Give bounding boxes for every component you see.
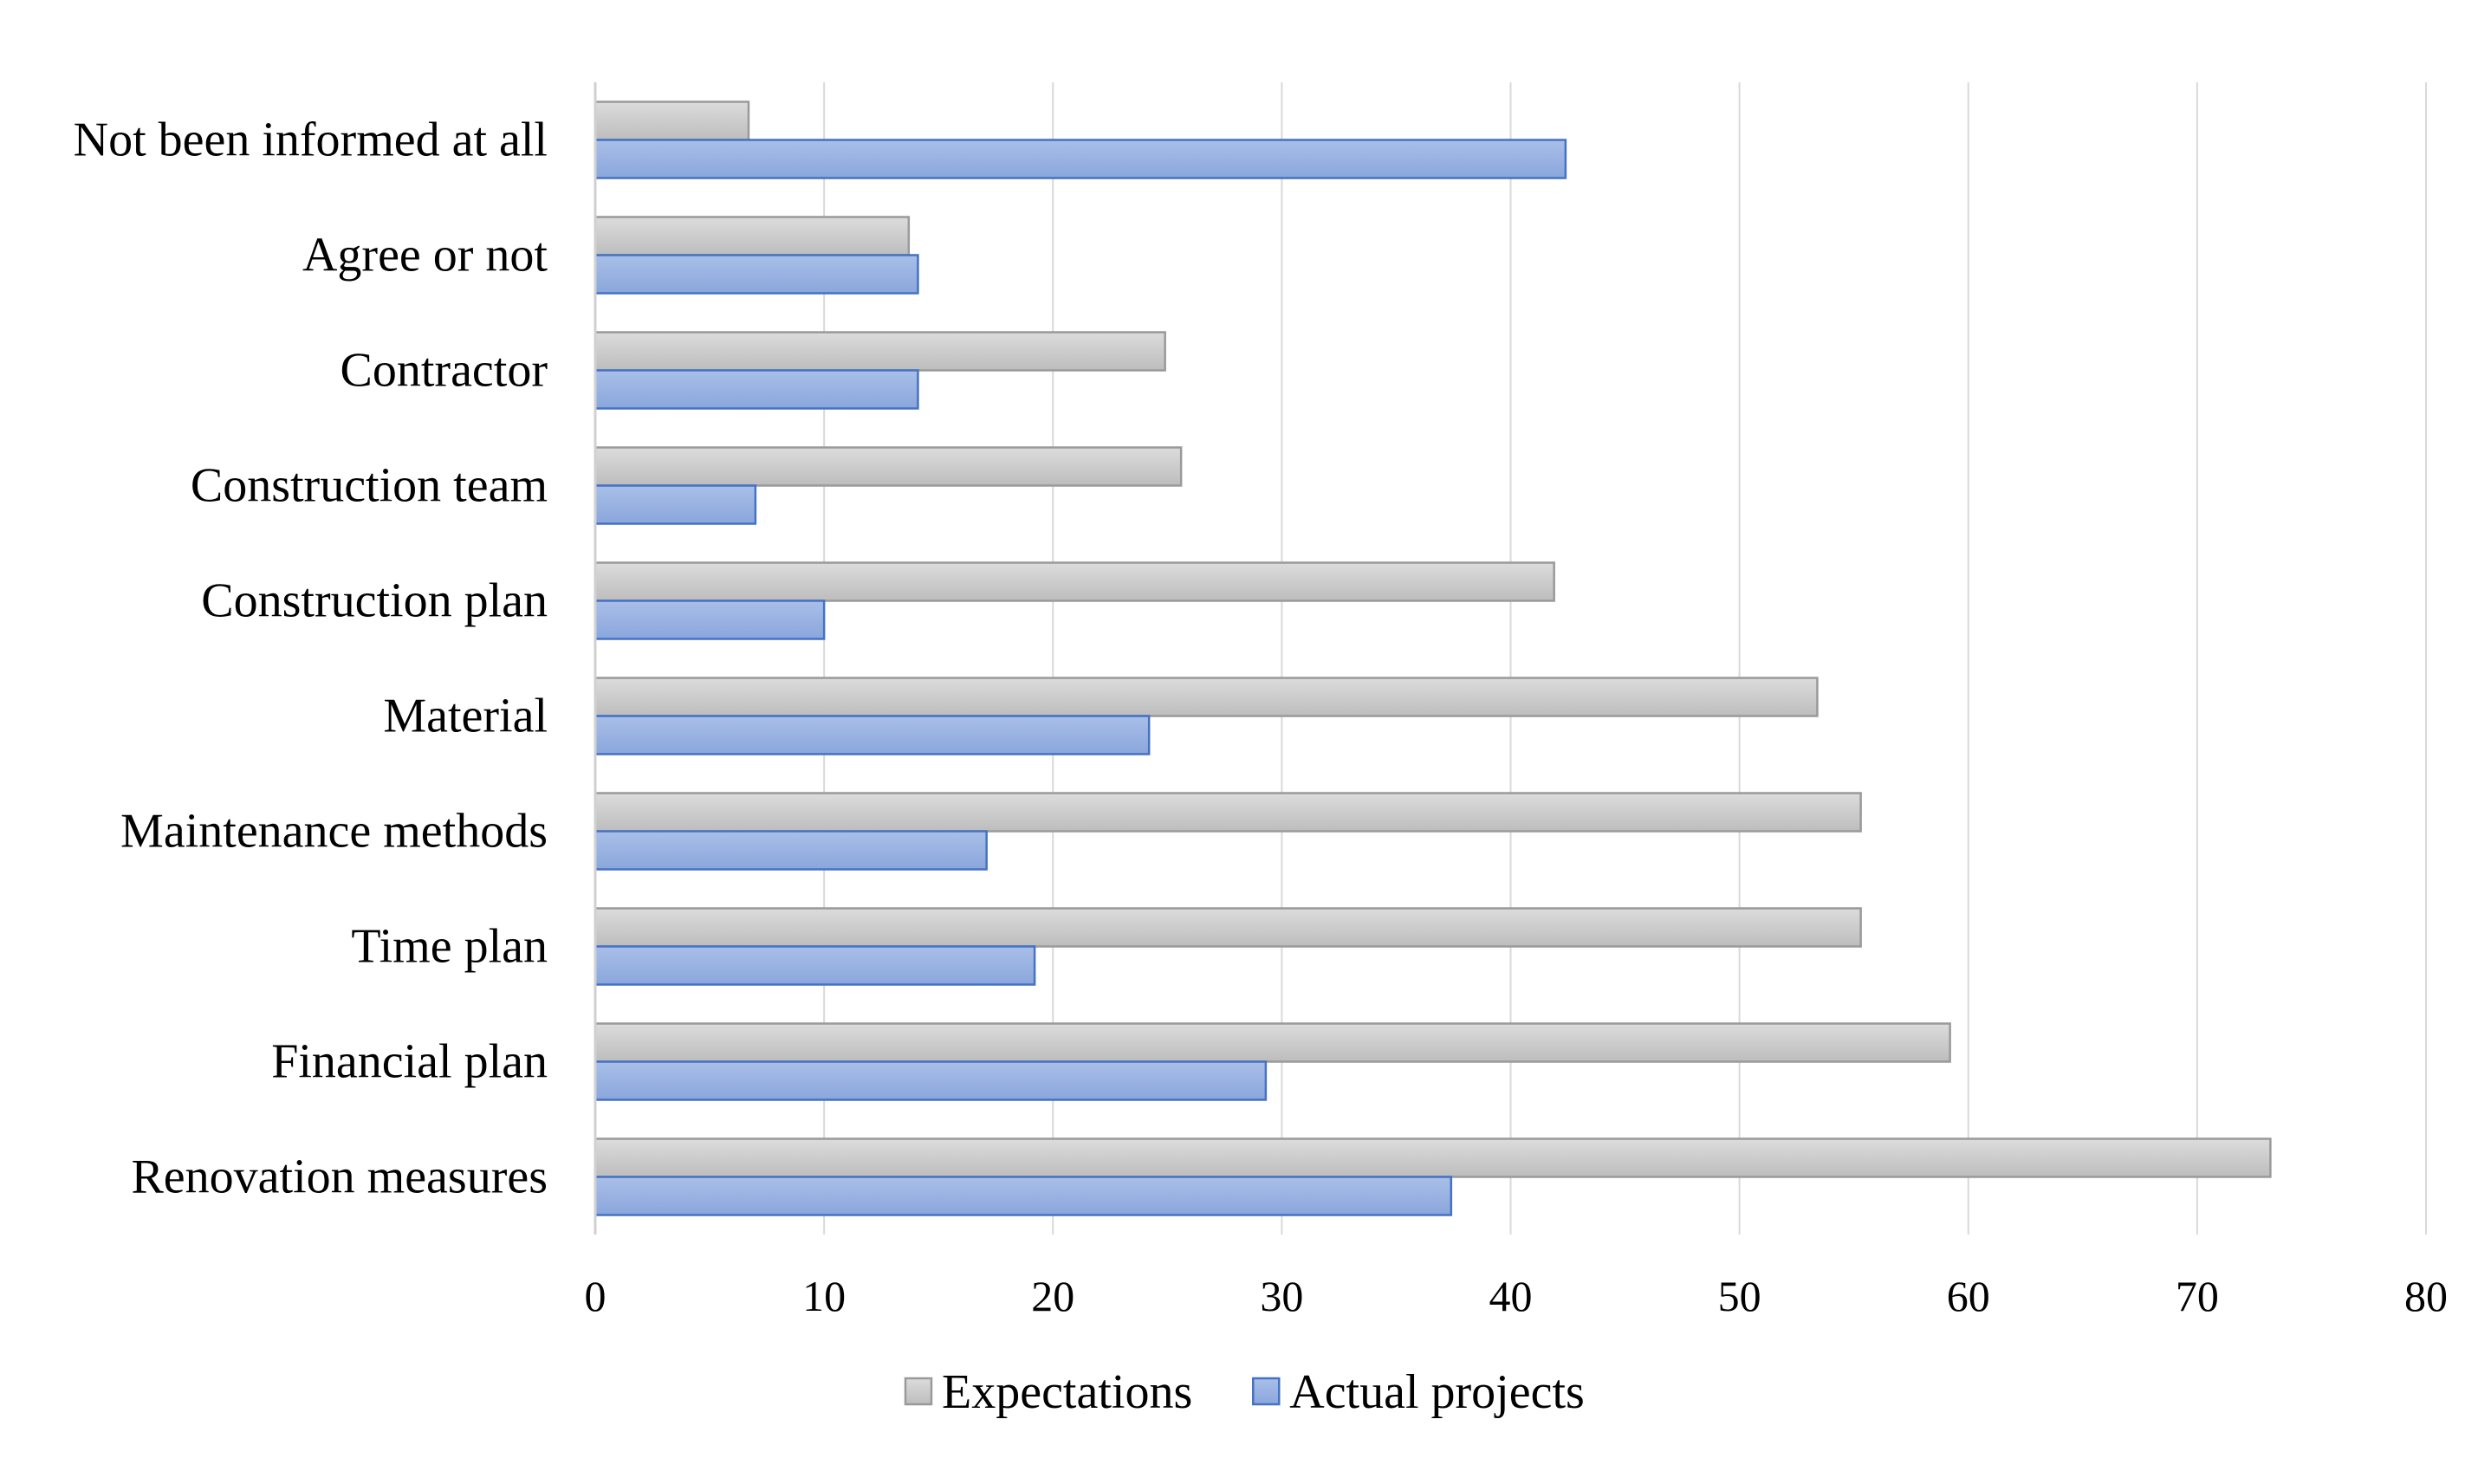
category-label: Financial plan (271, 1035, 548, 1089)
category-label: Renovation measures (131, 1150, 548, 1204)
legend-item-actual-projects[interactable]: Actual projects (1252, 1365, 1585, 1419)
x-tick-label: 60 (1947, 1272, 1990, 1320)
x-tick-label: 70 (2176, 1272, 2219, 1320)
x-tick-label: 20 (1031, 1272, 1074, 1320)
legend-swatch (904, 1377, 933, 1406)
legend-label: Actual projects (1289, 1365, 1585, 1419)
category-label: Construction team (191, 459, 548, 513)
bar-actual-projects-3: Actual projects: Construction team = 7 (594, 484, 757, 525)
category-label: Time plan (351, 920, 548, 974)
legend-swatch (1252, 1377, 1281, 1406)
category-labels: Not been informed at all Agree or not Cont… (74, 113, 548, 1204)
bar-actual-projects-8: Actual projects: Financial plan = 29.3 (594, 1060, 1268, 1101)
bar-expectations-2: Expectations: Contractor = 24.9 (594, 331, 1166, 372)
x-tick-label: 50 (1718, 1272, 1761, 1320)
bar-actual-projects-5: Actual projects: Material = 24.2 (594, 715, 1151, 755)
legend-label: Expectations (942, 1365, 1192, 1419)
gridlines (823, 82, 2427, 1235)
bar-actual-projects-0: Actual projects: Not been informed at al… (594, 139, 1567, 179)
bar-actual-projects-9: Actual projects: Renovation measures = 3… (594, 1176, 1453, 1216)
bars: Expectations: Not been informed at all =… (594, 100, 2272, 1216)
legend-item-expectations[interactable]: Expectations (904, 1365, 1192, 1419)
bar-actual-projects-6: Actual projects: Maintenance methods = 1… (594, 830, 988, 871)
category-label: Agree or not (302, 229, 548, 282)
x-tick-label: 40 (1489, 1272, 1533, 1320)
x-tick-label: 80 (2404, 1272, 2448, 1320)
bar-expectations-1: Expectations: Agree or not = 13.7 (594, 216, 911, 256)
bar-expectations-3: Expectations: Construction team = 25.6 (594, 446, 1183, 487)
legend: Expectations Actual projects (904, 1365, 1585, 1419)
bar-expectations-0: Expectations: Not been informed at all =… (594, 100, 750, 141)
category-label: Construction plan (201, 574, 548, 628)
category-label: Material (383, 690, 548, 743)
x-tick-label: 10 (802, 1272, 846, 1320)
bar-expectations-6: Expectations: Maintenance methods = 55.3 (594, 792, 1862, 833)
axes: 0 10 20 30 40 50 60 70 80 (585, 82, 2448, 1320)
bar-actual-projects-7: Actual projects: Time plan = 19.2 (594, 945, 1036, 986)
category-label: Contractor (341, 344, 548, 398)
bar-actual-projects-1: Actual projects: Agree or not = 14.1 (594, 254, 919, 295)
bar-expectations-4: Expectations: Construction plan = 41.9 (594, 561, 1555, 602)
bar-expectations-5: Expectations: Material = 53.4 (594, 677, 1819, 717)
x-tick-label: 30 (1260, 1272, 1303, 1320)
bar-expectations-8: Expectations: Financial plan = 59.2 (594, 1022, 1951, 1063)
category-label: Maintenance methods (120, 805, 548, 859)
x-tick-label: 0 (585, 1272, 607, 1320)
bar-expectations-7: Expectations: Time plan = 55.3 (594, 907, 1862, 948)
bar-expectations-9: Expectations: Renovation measures = 73.2 (594, 1137, 2272, 1178)
category-label: Not been informed at all (74, 113, 548, 167)
bar-actual-projects-4: Actual projects: Construction plan = 10 (594, 599, 826, 640)
bar-actual-projects-2: Actual projects: Contractor = 14.1 (594, 369, 919, 410)
